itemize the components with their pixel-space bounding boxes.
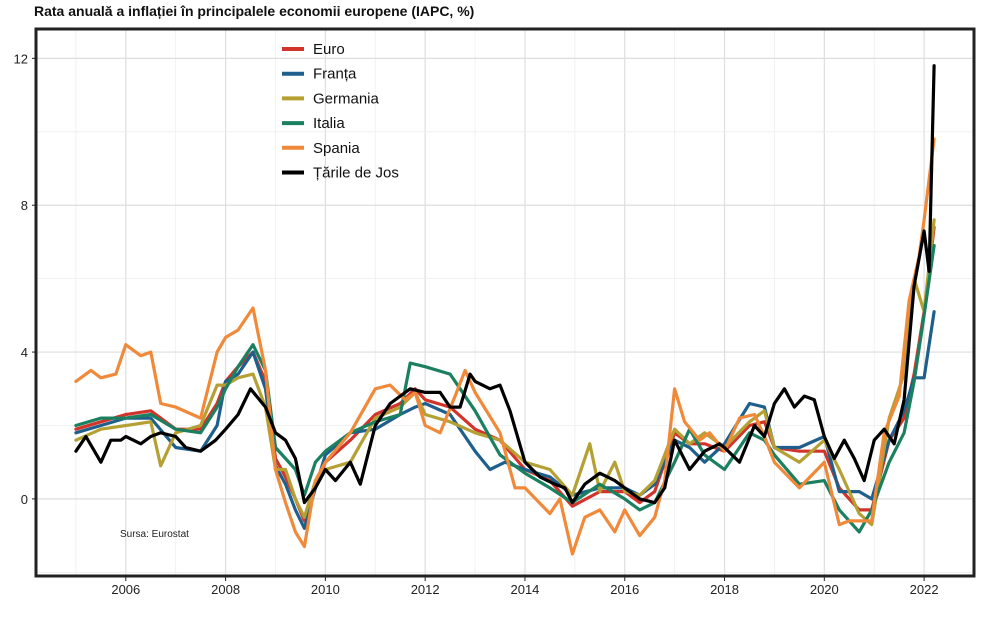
series-line-3: [74, 244, 936, 534]
series-line-1: [74, 310, 936, 530]
chart-title: Rata anuală a inflației în principalele …: [34, 3, 475, 19]
x-tick-label: 2018: [710, 582, 739, 597]
series-line-0: [74, 225, 936, 523]
series-line-2: [74, 218, 936, 527]
x-tick-label: 2008: [211, 582, 240, 597]
x-tick-label: 2010: [311, 582, 340, 597]
legend-label: Germania: [313, 90, 380, 107]
source-note: Sursa: Eurostat: [120, 529, 189, 540]
series-line-4: [74, 137, 936, 556]
series-line-5: [74, 64, 936, 505]
x-tick-label: 2006: [111, 582, 140, 597]
x-tick-label: 2016: [610, 582, 639, 597]
y-tick-label: 4: [21, 345, 28, 360]
legend: Euro Franța Germania Italia Spania Țările de …: [282, 41, 399, 182]
legend-label: Italia: [313, 115, 345, 132]
legend-label: Spania: [313, 140, 360, 157]
series-lines: [74, 64, 936, 556]
y-axis-ticks: 0 4 8 12: [14, 51, 36, 507]
legend-label: Țările de Jos: [313, 165, 399, 182]
y-tick-label: 8: [21, 198, 28, 213]
x-tick-label: 2014: [510, 582, 539, 597]
legend-label: Franța: [313, 66, 357, 83]
x-tick-label: 2022: [910, 582, 939, 597]
legend-label: Euro: [313, 41, 345, 58]
x-tick-label: 2020: [810, 582, 839, 597]
plot-frame: [34, 27, 976, 578]
x-axis-ticks: 2006 2008 2010 2012 2014 2016 2018 2020 2022: [111, 576, 939, 597]
y-tick-label: 0: [21, 492, 28, 507]
y-tick-label: 12: [14, 51, 28, 66]
x-tick-label: 2012: [411, 582, 440, 597]
